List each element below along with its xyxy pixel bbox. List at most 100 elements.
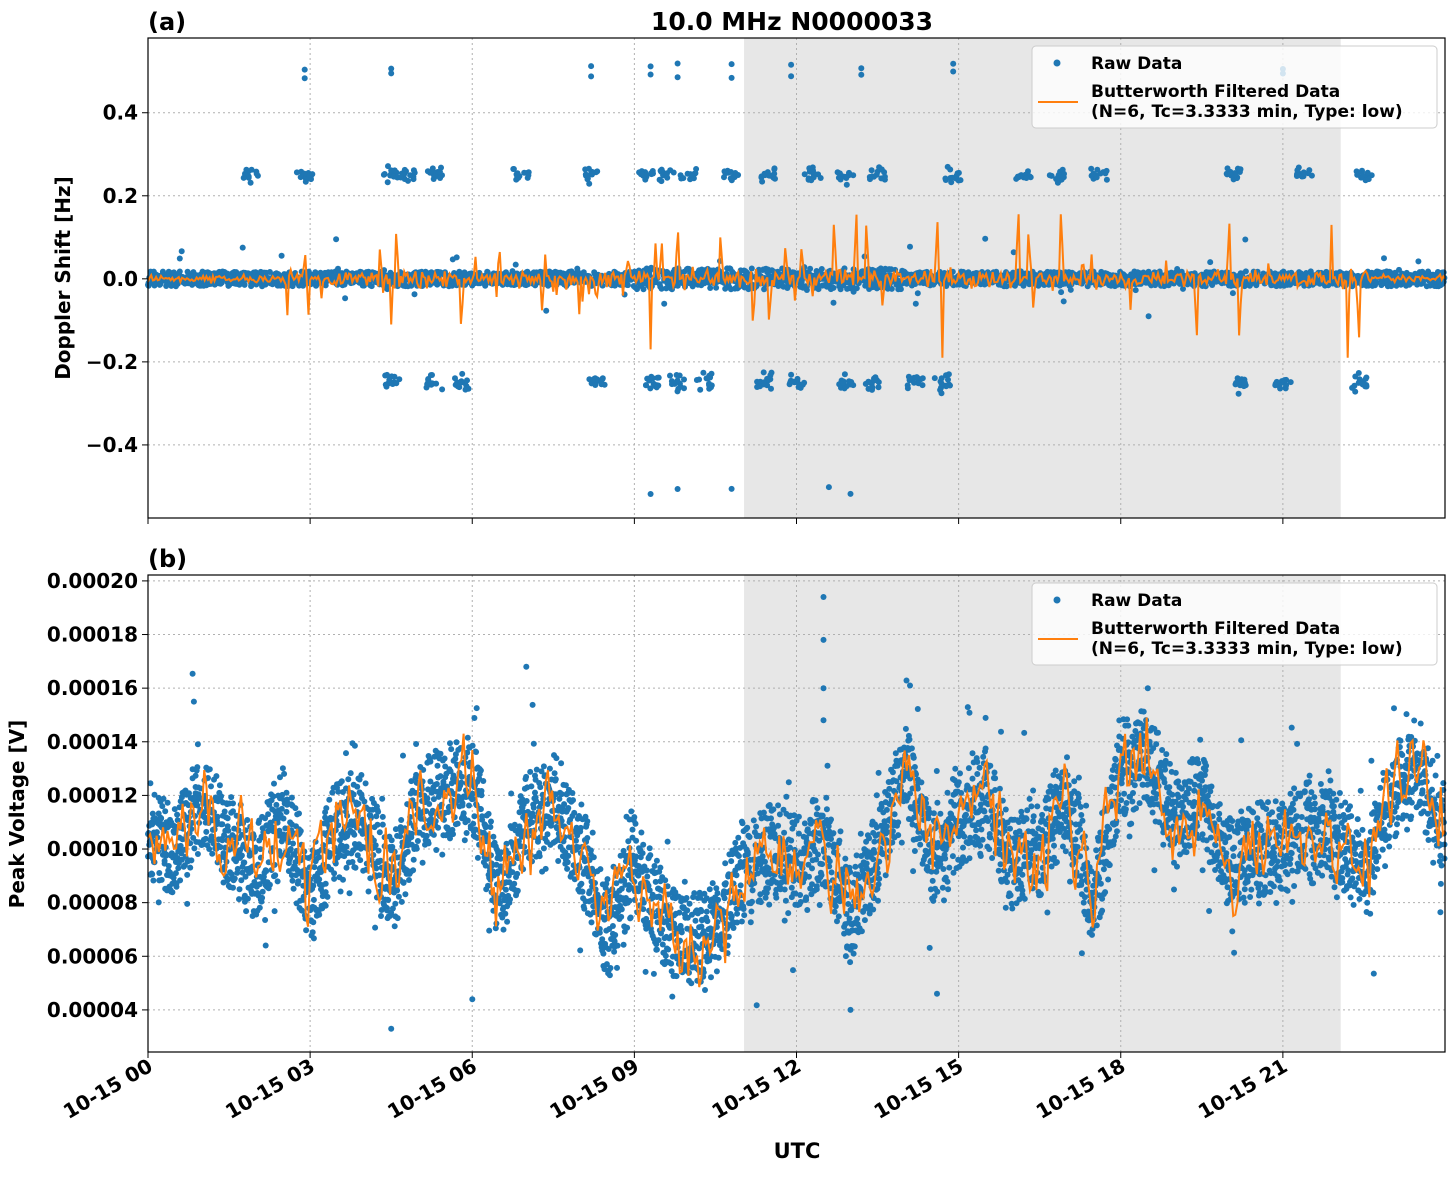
raw-point (504, 919, 510, 925)
raw-point (366, 889, 372, 895)
raw-point (177, 256, 183, 262)
raw-point (263, 943, 269, 949)
raw-point (260, 889, 266, 895)
raw-point (465, 818, 471, 824)
raw-point (166, 863, 172, 869)
raw-point (804, 287, 810, 293)
raw-point (298, 828, 304, 834)
raw-point (669, 380, 675, 386)
raw-point (729, 75, 735, 81)
raw-point (1373, 280, 1379, 286)
raw-point (162, 808, 168, 814)
raw-point (664, 175, 670, 181)
raw-point (353, 865, 359, 871)
raw-point (1363, 375, 1369, 381)
raw-point (1283, 382, 1289, 388)
raw-point (401, 880, 407, 886)
raw-point (464, 830, 470, 836)
raw-point (411, 857, 417, 863)
raw-point (343, 750, 349, 756)
raw-point (471, 715, 477, 721)
raw-point (915, 290, 921, 296)
raw-point (156, 899, 162, 905)
raw-point (920, 375, 926, 381)
raw-point (914, 374, 920, 380)
raw-point (498, 856, 504, 862)
raw-point (385, 897, 391, 903)
raw-point (437, 175, 443, 181)
raw-point (215, 814, 221, 820)
raw-point (525, 172, 531, 178)
raw-point (195, 851, 201, 857)
raw-point (284, 790, 290, 796)
raw-point (1301, 170, 1307, 176)
raw-point (675, 378, 681, 384)
raw-point (761, 379, 767, 385)
legend-filtered-params-a: (N=6, Tc=3.3333 min, Type: low) (1091, 102, 1403, 122)
raw-point (439, 386, 445, 392)
raw-point (241, 860, 247, 866)
raw-point (398, 817, 404, 823)
raw-point (1104, 168, 1110, 174)
raw-point (272, 908, 278, 914)
raw-point (1146, 313, 1152, 319)
raw-point (447, 740, 453, 746)
raw-point (381, 172, 387, 178)
raw-point (479, 788, 485, 794)
raw-point (331, 876, 337, 882)
raw-point (219, 821, 225, 827)
raw-point (190, 671, 196, 677)
raw-point (806, 165, 812, 171)
raw-point (754, 384, 760, 390)
raw-point (1053, 176, 1059, 182)
legend-filtered-label-a: Butterworth Filtered Data (1091, 82, 1340, 102)
raw-point (323, 805, 329, 811)
raw-point (331, 870, 337, 876)
raw-point (1225, 165, 1231, 171)
raw-point (438, 751, 444, 757)
raw-point (259, 895, 265, 901)
raw-point (1354, 172, 1360, 178)
raw-point (410, 867, 416, 873)
raw-point (625, 282, 631, 288)
raw-point (448, 746, 454, 752)
raw-point (426, 840, 432, 846)
raw-point (424, 795, 430, 801)
raw-point (844, 182, 850, 188)
raw-point (254, 171, 260, 177)
raw-point (454, 739, 460, 745)
raw-point (399, 899, 405, 905)
raw-point (905, 385, 911, 391)
raw-point (514, 171, 520, 177)
raw-point (706, 382, 712, 388)
raw-point (659, 167, 665, 173)
raw-point (588, 73, 594, 79)
raw-point (459, 379, 465, 385)
raw-point (1203, 283, 1209, 289)
raw-point (228, 794, 234, 800)
raw-point (372, 925, 378, 931)
raw-point (471, 813, 477, 819)
raw-point (474, 705, 480, 711)
raw-point (705, 375, 711, 381)
raw-point (156, 870, 162, 876)
raw-point (766, 173, 772, 179)
raw-point (1349, 385, 1355, 391)
raw-point (639, 171, 645, 177)
raw-point (280, 765, 286, 771)
raw-point (149, 871, 155, 877)
raw-point (459, 774, 465, 780)
raw-point (907, 244, 913, 250)
raw-point (675, 61, 681, 67)
raw-point (415, 838, 421, 844)
raw-point (262, 917, 268, 923)
raw-point (1230, 290, 1236, 296)
raw-point (490, 834, 496, 840)
raw-point (339, 778, 345, 784)
raw-point (230, 885, 236, 891)
raw-point (232, 876, 238, 882)
raw-point (728, 169, 734, 175)
raw-point (858, 65, 864, 71)
raw-point (898, 286, 904, 292)
